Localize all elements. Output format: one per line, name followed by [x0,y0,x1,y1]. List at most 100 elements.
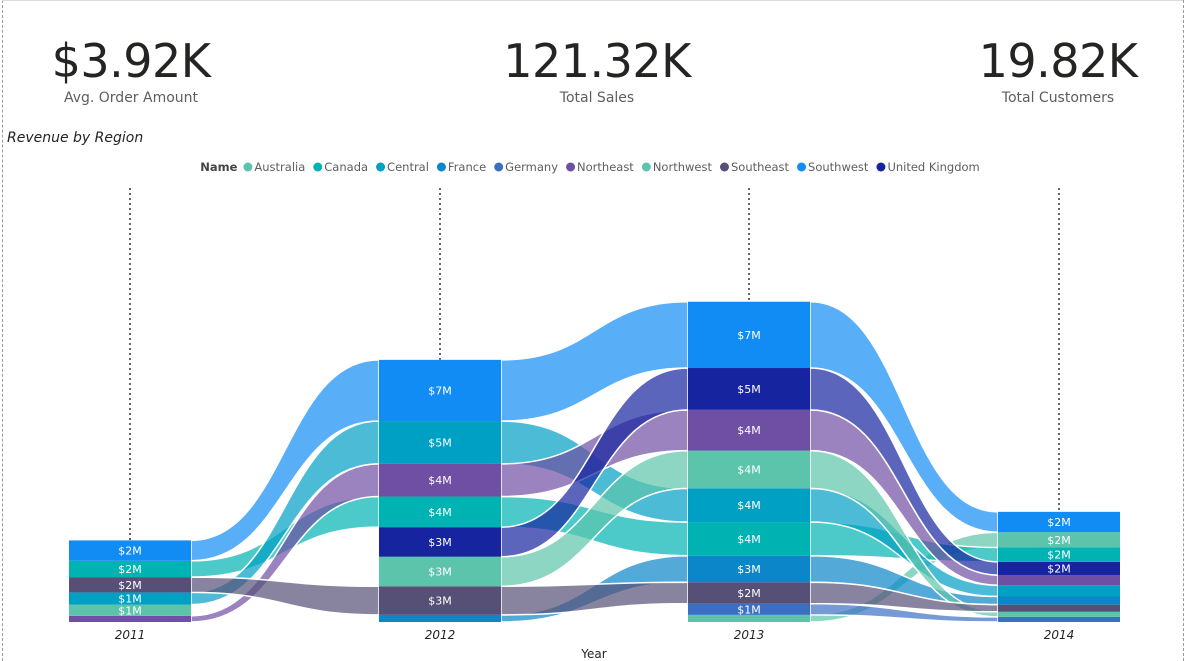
legend-item-canada[interactable]: Canada [313,160,368,174]
data-label: $1M [737,603,761,616]
bar-segment-southwest [688,301,810,369]
data-label: $4M [428,506,452,519]
data-label: $2M [118,563,142,576]
kpi-value: $3.92K [51,34,211,88]
bar-segment-canada [688,522,810,556]
bar-segment-northeast [688,409,810,451]
bar-segment-southeast [379,586,501,615]
bar-segment-northwest [998,611,1120,617]
kpi-label: Total Sales [559,90,635,106]
legend-item-southwest[interactable]: Southwest [797,160,869,174]
bar-segment-southeast [998,604,1120,612]
data-label: $5M [737,383,761,396]
data-label: $7M [737,329,761,342]
data-label: $3M [428,536,452,549]
data-label: $1M [118,604,142,617]
legend-marker [797,162,807,172]
ribbons [190,300,999,623]
legend-item-northwest[interactable]: Northwest [641,160,713,174]
data-label: $3M [428,566,452,579]
bar-segment-australia [69,604,191,616]
legend-item-united-kingdom[interactable]: United Kingdom [876,160,980,174]
kpi-label: Avg. Order Amount [63,90,199,106]
legend-marker [566,162,576,172]
bar-segment-northeast [998,575,1120,586]
legend-marker [494,162,504,172]
legend-item-germany[interactable]: Germany [494,160,558,174]
legend-item-france[interactable]: France [436,160,486,174]
legend-item-australia[interactable]: Australia [243,160,305,174]
data-label: $2M [737,587,761,600]
x-tick-label: 2012 [425,628,456,642]
legend-label: Canada [324,160,368,174]
legend-marker [376,162,386,172]
legend-label: France [448,160,486,174]
bar-segment-france [998,596,1120,605]
data-label: $2M [1047,549,1071,562]
bar-segment-central [998,585,1120,597]
data-label: $4M [737,533,761,546]
visual-border-right [1183,0,1184,661]
bar-segment-united-kingdom [688,368,810,410]
bar-segment-united-kingdom [998,561,1120,576]
data-label: $2M [1047,562,1071,575]
x-axis-title: Year [580,647,606,661]
visual-border-left [2,0,3,661]
bar-segment-central [688,488,810,523]
legend-label: Northwest [653,160,713,174]
bar-segment-central [379,421,501,464]
bar-segment-australia [688,614,810,622]
bar-segment-australia [998,532,1120,548]
x-tick-label: 2014 [1044,628,1075,642]
x-tick-label: 2013 [734,628,765,642]
x-tick-label: 2011 [115,628,146,642]
bar-segment-germany [998,616,1120,622]
bar-segment-canada [379,496,501,528]
year-guides [129,188,1060,541]
legend-marker [313,162,323,172]
kpi-card-avg-order-amount[interactable]: $3.92K Avg. Order Amount [0,30,281,106]
bar-segment-central [69,592,191,605]
legend-label: United Kingdom [887,160,979,174]
legend-label: Australia [254,160,305,174]
legend-label: Northeast [577,160,634,174]
legend-title: Name [200,160,237,174]
kpi-card-total-sales[interactable]: 121.32K Total Sales [447,30,747,106]
data-label: $1M [118,593,142,606]
bar-segment-southeast [688,582,810,604]
kpi-card-total-customers[interactable]: 19.82K Total Customers [908,30,1189,106]
bar-segment-northeast [379,463,501,497]
legend-marker [641,162,651,172]
data-label: $2M [1047,534,1071,547]
bar-segment-germany [688,603,810,615]
legend-label: Central [387,160,429,174]
bar-segment-canada [998,547,1120,562]
data-label: $4M [737,464,761,477]
bar-segment-northeast [69,615,191,622]
data-label: $2M [118,545,142,558]
data-label: $7M [428,384,452,397]
legend-label: Germany [505,160,558,174]
legend-item-northeast[interactable]: Northeast [566,160,634,174]
bar-segment-canada [69,560,191,578]
bar-segment-southeast [69,577,191,593]
data-label: $2M [1047,516,1071,529]
data-label: $2M [118,579,142,592]
x-axis: 2011 2012 2013 2014 Year [115,628,1075,661]
legend-item-southeast[interactable]: Southeast [719,160,790,174]
chart-title: Revenue by Region [7,130,144,146]
legend-label: Southwest [808,160,869,174]
bar-segment-northwest [688,450,810,489]
data-label: $3M [737,563,761,576]
bar-segment-france [688,555,810,583]
kpi-value: 121.32K [503,34,691,88]
data-label: $4M [737,499,761,512]
legend-item-central[interactable]: Central [376,160,429,174]
visual-border-top [2,0,1183,1]
bar-segment-northwest [379,556,501,587]
legend-marker [719,162,729,172]
data-label: $5M [428,436,452,449]
legend-marker [243,162,253,172]
kpi-label: Total Customers [1001,90,1115,106]
